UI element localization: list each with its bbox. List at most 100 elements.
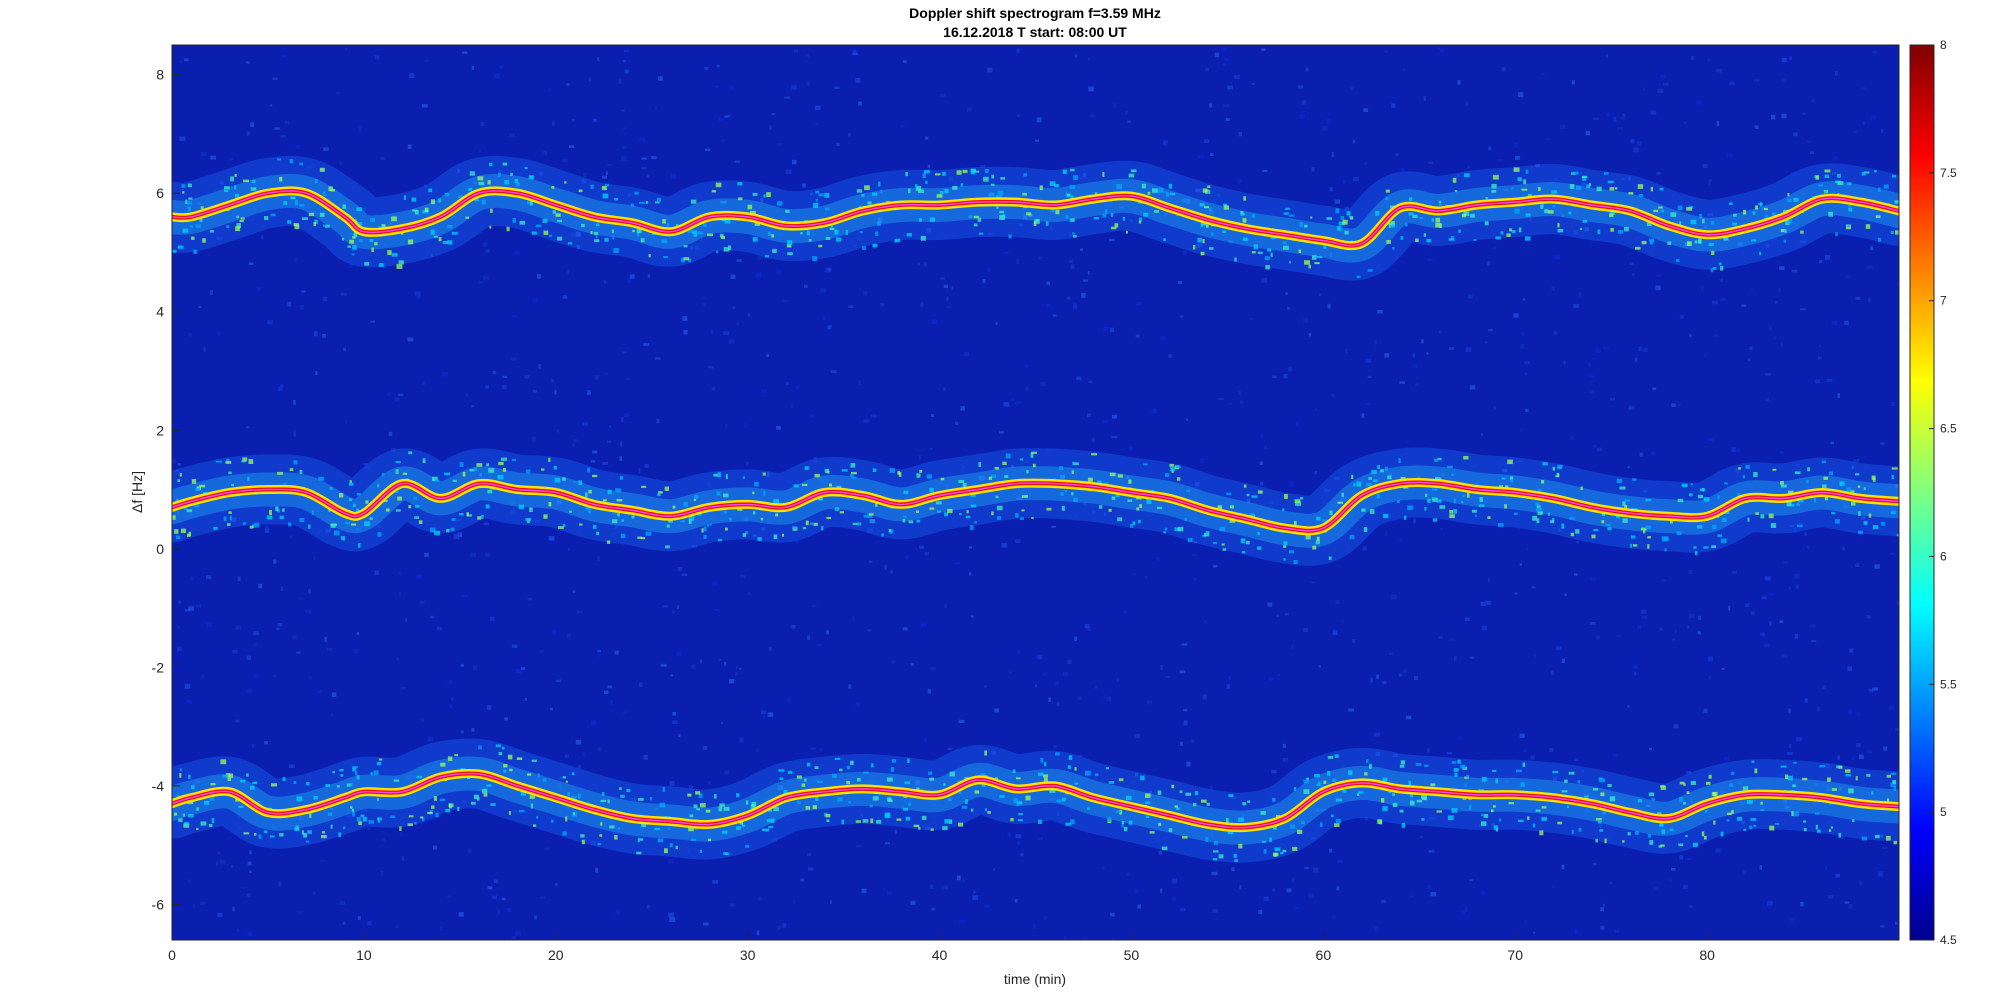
- trace-speckle: [306, 840, 309, 843]
- noise-speckle: [1702, 164, 1708, 168]
- trace-speckle: [1070, 819, 1075, 825]
- trace-speckle: [1432, 518, 1438, 522]
- noise-speckle: [1793, 132, 1798, 137]
- trace-speckle: [1812, 195, 1816, 198]
- trace-speckle: [1678, 843, 1684, 847]
- trace-speckle: [806, 230, 810, 236]
- trace-speckle: [1470, 213, 1475, 218]
- trace-speckle: [451, 231, 458, 235]
- trace-speckle: [356, 508, 360, 513]
- noise-speckle: [1855, 296, 1861, 300]
- trace-speckle: [1247, 800, 1251, 803]
- noise-speckle: [429, 817, 435, 821]
- noise-speckle: [1807, 140, 1812, 143]
- trace-speckle: [1335, 818, 1341, 824]
- trace-speckle: [301, 217, 308, 220]
- noise-speckle: [1877, 871, 1883, 877]
- trace-speckle: [1690, 780, 1696, 785]
- trace-speckle: [542, 218, 548, 223]
- trace-speckle: [430, 229, 435, 235]
- noise-speckle: [870, 414, 877, 418]
- trace-speckle: [381, 473, 385, 476]
- trace-speckle: [1721, 517, 1727, 522]
- trace-speckle: [1650, 186, 1653, 192]
- trace-speckle: [807, 762, 811, 767]
- trace-speckle: [1067, 765, 1071, 769]
- trace-speckle: [486, 784, 492, 787]
- trace-speckle: [1263, 849, 1267, 854]
- noise-speckle: [388, 431, 393, 436]
- trace-speckle: [1337, 226, 1342, 231]
- trace-speckle: [775, 513, 779, 517]
- noise-speckle: [1530, 755, 1535, 760]
- noise-speckle: [486, 705, 492, 710]
- noise-speckle: [606, 440, 612, 443]
- trace-speckle: [1747, 517, 1750, 522]
- trace-speckle: [1624, 499, 1630, 502]
- noise-speckle: [1186, 761, 1191, 767]
- noise-speckle: [1602, 903, 1605, 907]
- noise-speckle: [1671, 868, 1676, 871]
- noise-speckle: [1768, 592, 1774, 596]
- noise-speckle: [712, 880, 718, 884]
- trace-speckle: [1005, 453, 1011, 459]
- trace-speckle: [1335, 208, 1340, 214]
- noise-speckle: [557, 784, 562, 789]
- trace-speckle: [1454, 190, 1458, 193]
- trace-speckle: [1557, 223, 1560, 228]
- trace-speckle: [834, 757, 841, 760]
- noise-speckle: [597, 747, 602, 752]
- trace-speckle: [1514, 208, 1520, 214]
- trace-speckle: [352, 245, 357, 250]
- noise-speckle: [272, 826, 277, 831]
- trace-speckle: [801, 783, 806, 787]
- trace-speckle: [1495, 778, 1498, 784]
- trace-speckle: [1567, 805, 1570, 808]
- trace-speckle: [502, 468, 506, 472]
- trace-speckle: [1664, 548, 1667, 552]
- trace-speckle: [412, 209, 417, 212]
- noise-speckle: [346, 812, 352, 817]
- noise-speckle: [1066, 296, 1071, 300]
- noise-speckle: [514, 251, 520, 255]
- trace-speckle: [688, 229, 694, 234]
- noise-speckle: [1569, 514, 1573, 519]
- trace-speckle: [1633, 544, 1638, 547]
- trace-speckle: [1582, 219, 1587, 223]
- noise-speckle: [761, 389, 767, 393]
- noise-speckle: [960, 406, 965, 411]
- trace-speckle: [1034, 219, 1040, 224]
- noise-speckle: [602, 175, 607, 179]
- noise-speckle: [280, 586, 284, 591]
- trace-speckle: [266, 515, 273, 520]
- noise-speckle: [1011, 464, 1014, 468]
- trace-speckle: [817, 780, 823, 783]
- noise-speckle: [614, 650, 619, 655]
- trace-speckle: [1513, 512, 1518, 516]
- trace-speckle: [578, 189, 583, 193]
- trace-speckle: [1318, 781, 1322, 786]
- trace-speckle: [701, 528, 704, 533]
- noise-speckle: [1480, 433, 1483, 436]
- noise-speckle: [1155, 556, 1161, 561]
- noise-speckle: [867, 629, 872, 632]
- noise-speckle: [1614, 930, 1620, 934]
- noise-speckle: [1467, 294, 1473, 299]
- trace-speckle: [341, 237, 345, 241]
- noise-speckle: [1073, 303, 1077, 309]
- trace-speckle: [848, 801, 851, 804]
- trace-speckle: [188, 814, 194, 818]
- trace-speckle: [1687, 241, 1692, 246]
- noise-speckle: [1656, 172, 1661, 175]
- noise-speckle: [762, 715, 766, 720]
- trace-speckle: [174, 529, 179, 534]
- trace-speckle: [420, 816, 423, 819]
- noise-speckle: [1841, 836, 1845, 839]
- noise-speckle: [776, 269, 782, 274]
- trace-speckle: [313, 222, 316, 227]
- trace-speckle: [1868, 513, 1872, 518]
- trace-speckle: [617, 512, 620, 517]
- trace-speckle: [592, 474, 598, 478]
- noise-speckle: [1374, 732, 1380, 737]
- noise-speckle: [1016, 48, 1020, 54]
